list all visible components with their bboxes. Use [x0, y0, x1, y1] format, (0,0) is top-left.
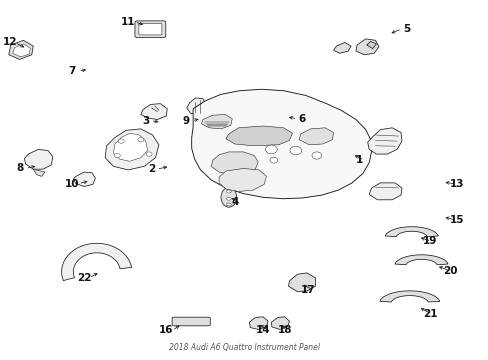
PathPatch shape	[9, 40, 33, 59]
PathPatch shape	[61, 243, 131, 280]
Text: 12: 12	[2, 37, 17, 48]
PathPatch shape	[211, 152, 258, 175]
Text: 21: 21	[422, 309, 437, 319]
Text: 2: 2	[148, 164, 155, 174]
Text: 11: 11	[121, 17, 135, 27]
PathPatch shape	[366, 41, 376, 49]
Text: 19: 19	[422, 236, 437, 246]
Ellipse shape	[226, 203, 231, 206]
Circle shape	[269, 157, 277, 163]
FancyBboxPatch shape	[172, 317, 210, 326]
PathPatch shape	[385, 227, 437, 237]
Text: 3: 3	[142, 116, 149, 126]
PathPatch shape	[299, 128, 333, 145]
PathPatch shape	[201, 114, 232, 129]
FancyBboxPatch shape	[135, 21, 165, 37]
Text: 15: 15	[449, 215, 464, 225]
PathPatch shape	[355, 39, 378, 55]
PathPatch shape	[333, 42, 350, 53]
PathPatch shape	[219, 168, 266, 192]
Ellipse shape	[226, 197, 231, 200]
Text: 13: 13	[449, 179, 464, 189]
PathPatch shape	[105, 129, 159, 170]
Text: 18: 18	[277, 325, 291, 336]
PathPatch shape	[367, 128, 401, 154]
FancyBboxPatch shape	[139, 23, 162, 35]
Circle shape	[146, 152, 152, 156]
Text: 9: 9	[182, 116, 189, 126]
PathPatch shape	[33, 169, 45, 176]
Text: 4: 4	[230, 197, 238, 207]
Circle shape	[118, 139, 124, 143]
Text: 2018 Audi A6 Quattro Instrument Panel: 2018 Audi A6 Quattro Instrument Panel	[169, 343, 319, 352]
PathPatch shape	[0, 0, 132, 55]
Ellipse shape	[221, 187, 236, 207]
Text: 14: 14	[255, 325, 270, 336]
PathPatch shape	[13, 44, 30, 57]
PathPatch shape	[113, 133, 147, 161]
Circle shape	[289, 146, 301, 155]
PathPatch shape	[368, 183, 401, 200]
Text: 8: 8	[16, 163, 23, 174]
Text: 20: 20	[442, 266, 456, 276]
Text: 16: 16	[159, 325, 173, 336]
Circle shape	[138, 138, 143, 142]
Text: 17: 17	[300, 285, 315, 295]
Text: 22: 22	[77, 273, 91, 283]
Text: 5: 5	[403, 24, 409, 34]
Text: 6: 6	[298, 114, 305, 124]
PathPatch shape	[294, 109, 302, 114]
Text: 7: 7	[68, 66, 76, 76]
Text: 10: 10	[65, 179, 80, 189]
Circle shape	[311, 152, 321, 159]
Circle shape	[265, 145, 277, 154]
PathPatch shape	[271, 317, 289, 329]
Text: 1: 1	[355, 155, 362, 165]
PathPatch shape	[191, 89, 371, 199]
PathPatch shape	[141, 104, 167, 120]
Ellipse shape	[226, 190, 231, 193]
Circle shape	[114, 153, 120, 158]
PathPatch shape	[73, 172, 95, 186]
PathPatch shape	[288, 273, 315, 292]
PathPatch shape	[394, 255, 447, 265]
PathPatch shape	[225, 126, 292, 146]
PathPatch shape	[287, 114, 304, 125]
PathPatch shape	[379, 291, 439, 302]
PathPatch shape	[186, 98, 205, 114]
PathPatch shape	[24, 149, 53, 169]
PathPatch shape	[249, 317, 267, 329]
